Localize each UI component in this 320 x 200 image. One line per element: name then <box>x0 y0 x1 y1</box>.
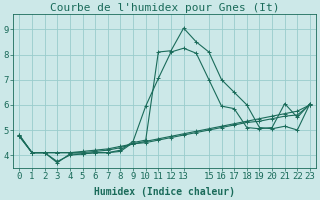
Title: Courbe de l'humidex pour Gnes (It): Courbe de l'humidex pour Gnes (It) <box>50 3 279 13</box>
X-axis label: Humidex (Indice chaleur): Humidex (Indice chaleur) <box>94 186 235 197</box>
